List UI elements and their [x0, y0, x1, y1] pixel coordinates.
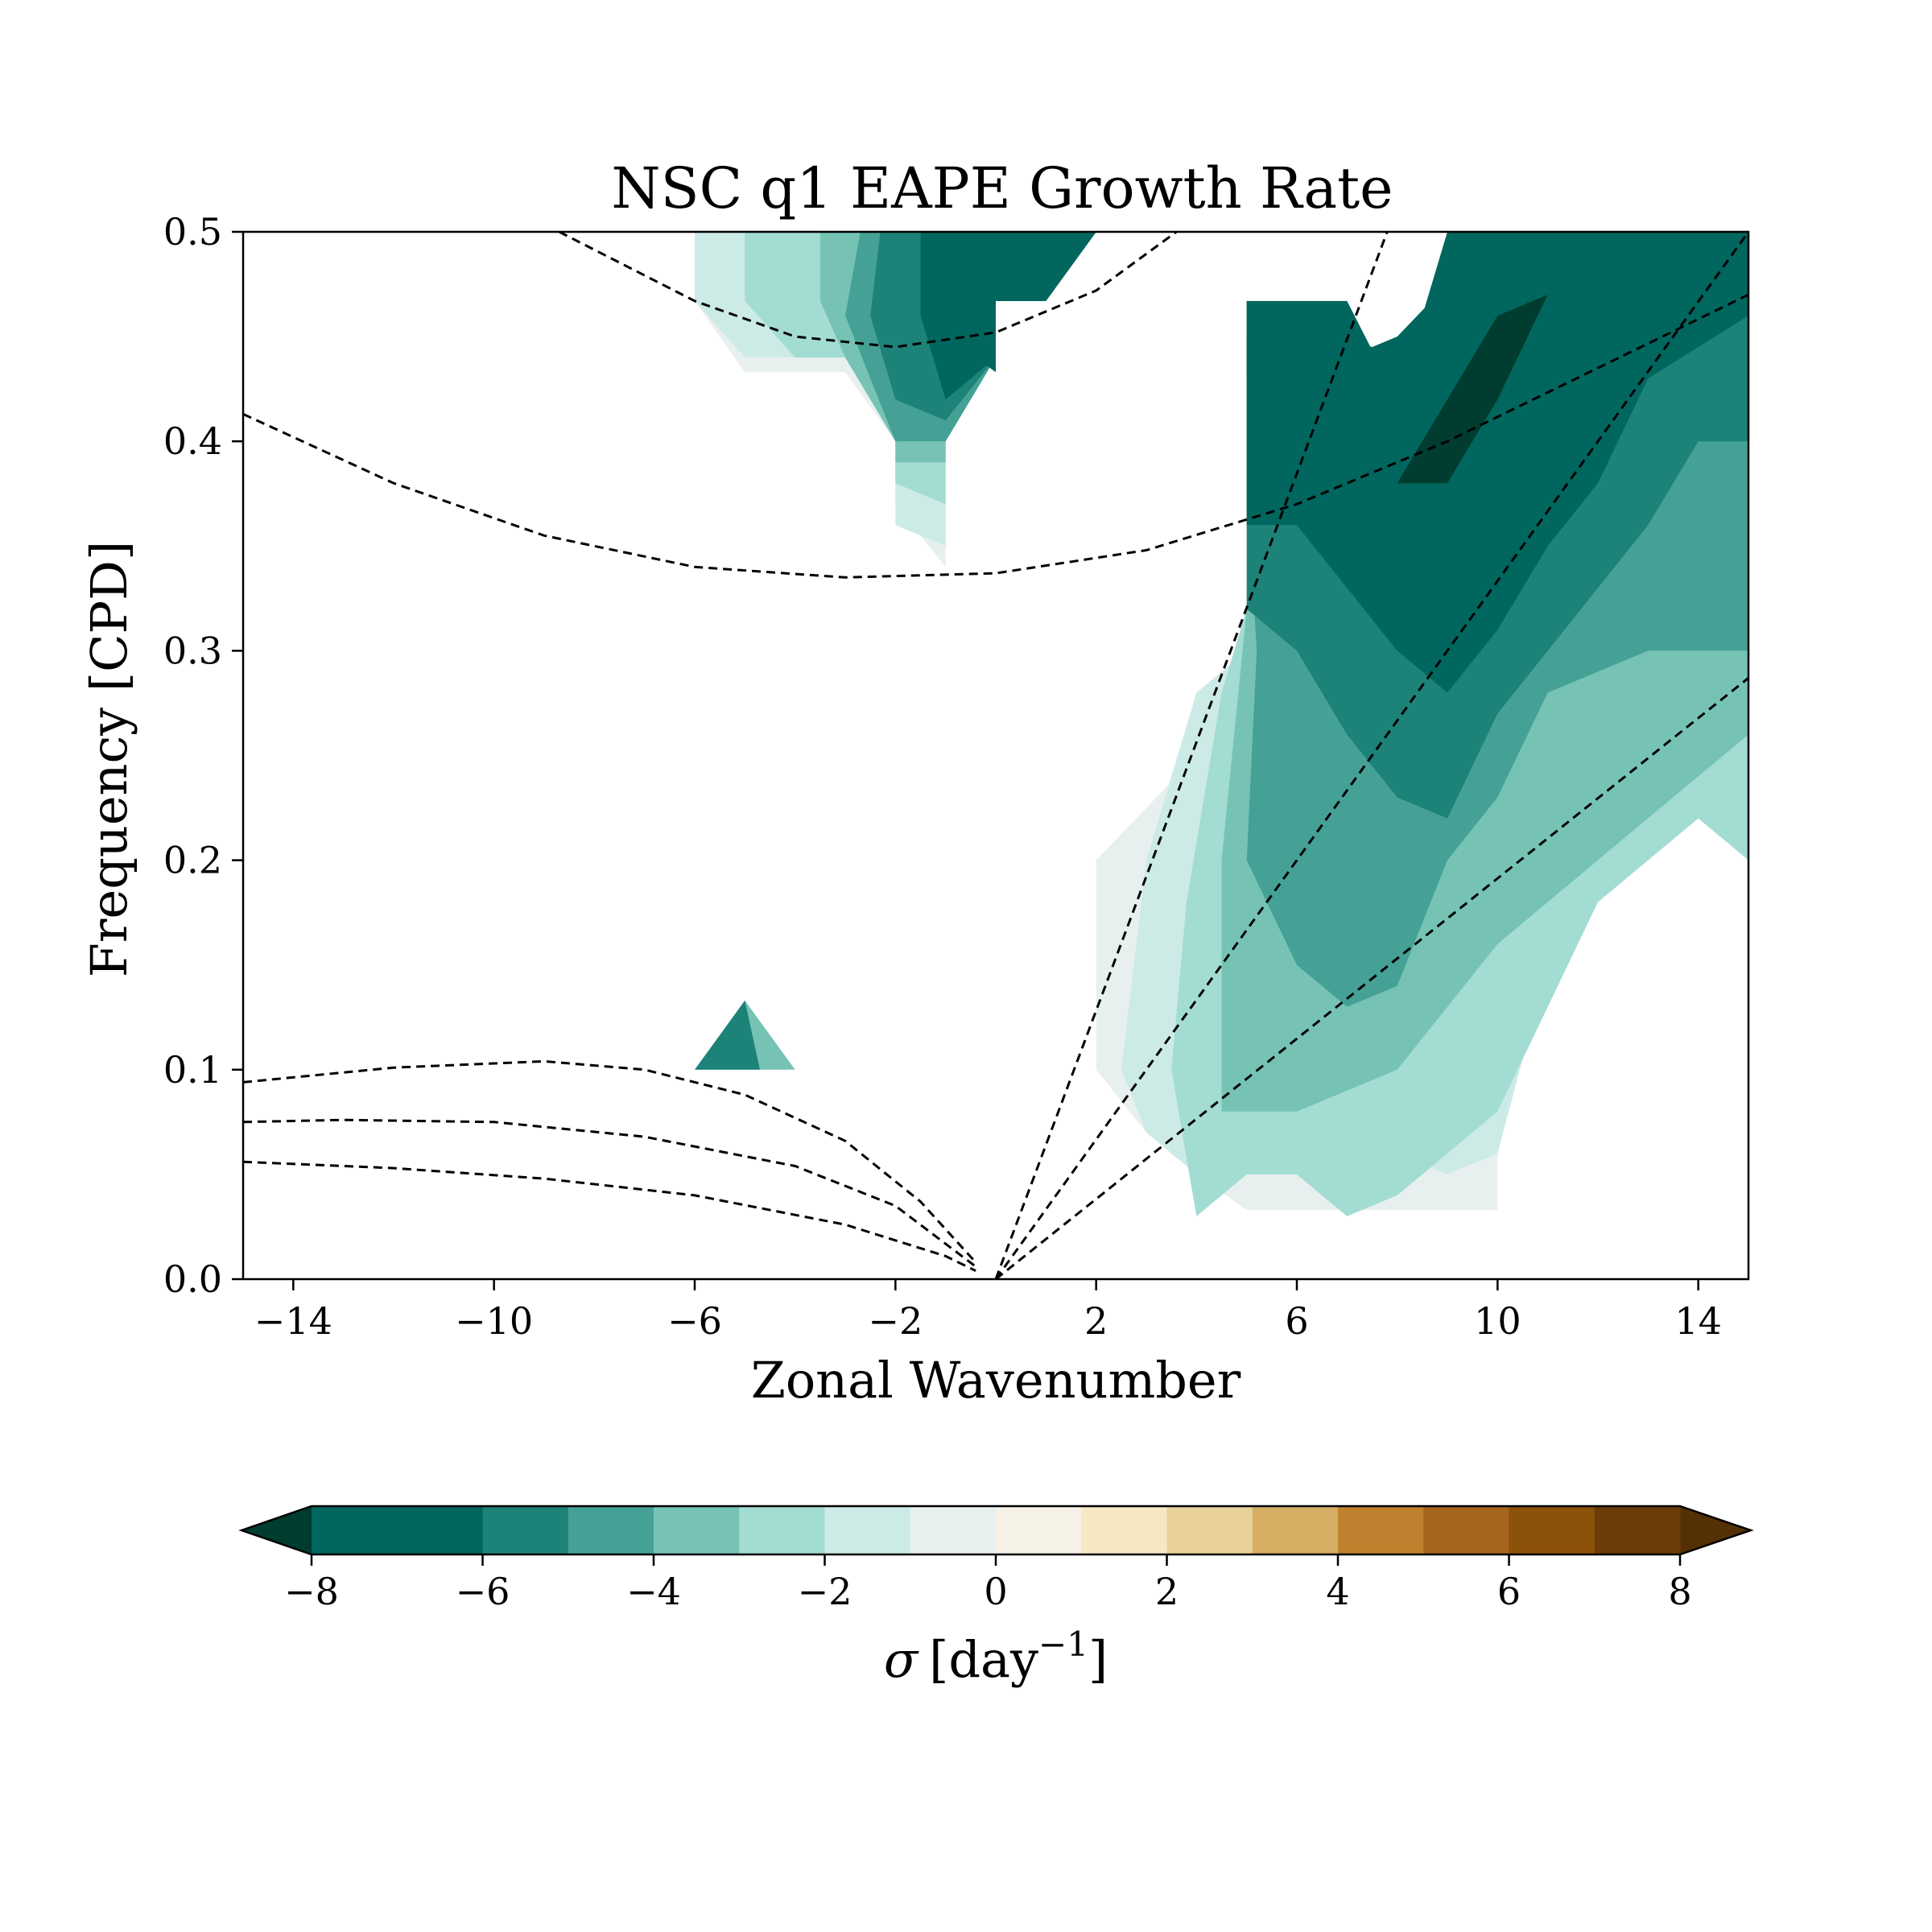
colorbar-extend-low: [242, 1506, 312, 1554]
colorbar-tick-label: −6: [456, 1570, 510, 1613]
colorbar-tick-label: 8: [1668, 1570, 1691, 1613]
colorbar-extend-high: [1680, 1506, 1751, 1554]
colorbar-segment: [910, 1506, 997, 1554]
dispersion-curve-7: [995, 677, 1748, 1279]
colorbar-segment: [1338, 1506, 1424, 1554]
colorbar-label: σ [day−1]: [884, 1624, 1108, 1689]
colorbar-tick-label: 6: [1497, 1570, 1521, 1613]
x-tick-label: −6: [667, 1299, 722, 1343]
colorbar-segment: [1594, 1506, 1681, 1554]
y-tick-label: 0.4: [163, 419, 222, 463]
x-tick-label: 6: [1285, 1299, 1308, 1343]
chart-title: NSC q1 EAPE Growth Rate: [611, 155, 1393, 221]
contour-region-16: [945, 232, 1096, 373]
contour-region-18: [695, 1000, 760, 1070]
x-tick-label: 14: [1674, 1299, 1722, 1343]
y-tick-label: 0.5: [163, 210, 222, 254]
colorbar-tick-label: 2: [1155, 1570, 1179, 1613]
y-tick-label: 0.3: [163, 629, 222, 672]
dispersion-curve-4: [243, 1160, 976, 1272]
x-tick-label: 2: [1084, 1299, 1108, 1343]
colorbar-tick-label: −8: [284, 1570, 339, 1613]
contour-fill-regions: [695, 232, 1748, 1216]
dispersion-curve-0: [559, 232, 1178, 349]
x-axis-ticks: −14 −10 −6 −2 2 6 10 14: [254, 1279, 1722, 1343]
plot-frame: [242, 230, 1750, 1281]
colorbar-segment: [1166, 1506, 1253, 1554]
colorbar-ticks: −8 −6 −4 −2 0 2 4 6 8: [284, 1554, 1692, 1613]
contour-region-8: [1397, 295, 1548, 484]
colorbar-segment: [1252, 1506, 1339, 1554]
colorbar-segment: [397, 1506, 484, 1554]
x-tick-label: 10: [1474, 1299, 1521, 1343]
colorbar-segment: [996, 1506, 1082, 1554]
colorbar-segment: [312, 1506, 398, 1554]
colorbar-tick-label: 0: [984, 1570, 1007, 1613]
colorbar-segment: [654, 1506, 740, 1554]
dispersion-curve-5: [994, 232, 1389, 1279]
colorbar: [238, 1505, 1754, 1556]
x-tick-label: −10: [455, 1299, 533, 1343]
dispersion-curve-1: [243, 293, 1748, 579]
colorbar-segment: [1509, 1506, 1596, 1554]
colorbar-segment: [482, 1506, 569, 1554]
colorbar-tick-label: −2: [798, 1570, 852, 1613]
colorbar-label-exponent: −1: [1038, 1624, 1088, 1664]
colorbar-label-close: ]: [1088, 1630, 1108, 1689]
y-axis-ticks: 0.0 0.1 0.2 0.3 0.4 0.5: [163, 210, 243, 1301]
y-tick-label: 0.0: [163, 1257, 222, 1301]
colorbar-label-units: [day: [929, 1630, 1038, 1689]
dispersion-curve-2: [243, 1059, 977, 1264]
colorbar-label-symbol: σ: [884, 1630, 919, 1689]
dispersion-curve-6: [994, 232, 1748, 1279]
colorbar-tick-label: −4: [626, 1570, 681, 1613]
y-axis-label: Frequency [CPD]: [80, 541, 138, 977]
y-tick-label: 0.1: [163, 1048, 222, 1092]
colorbar-segment: [1081, 1506, 1168, 1554]
colorbar-segment: [1423, 1506, 1510, 1554]
x-axis-label: Zonal Wavenumber: [751, 1351, 1241, 1410]
colorbar-segment: [568, 1506, 654, 1554]
colorbar-segment: [739, 1506, 826, 1554]
x-tick-label: −2: [868, 1299, 923, 1343]
dispersion-curve-3: [243, 1118, 977, 1268]
dispersion-curves: [243, 232, 1748, 1279]
y-tick-label: 0.2: [163, 839, 222, 882]
x-tick-label: −14: [254, 1299, 332, 1343]
colorbar-segment: [824, 1506, 911, 1554]
colorbar-tick-label: 4: [1326, 1570, 1349, 1613]
